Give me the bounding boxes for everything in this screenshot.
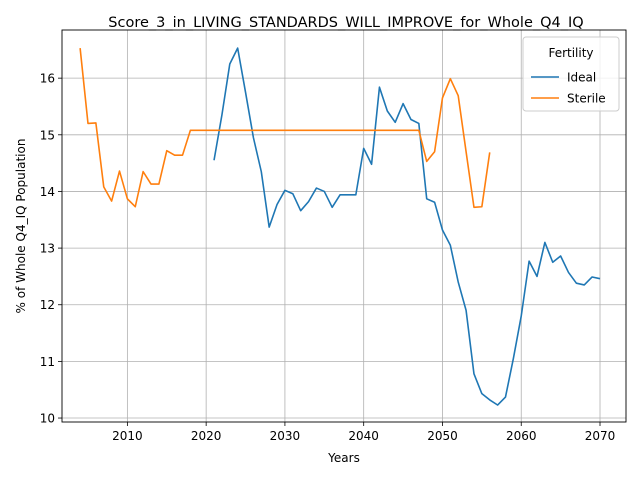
series-lines <box>79 47 601 406</box>
series-line-sterile <box>79 48 491 209</box>
y-tick-label: 16 <box>40 72 55 86</box>
legend-label-ideal: Ideal <box>567 71 596 85</box>
legend-label-sterile: Sterile <box>567 92 606 106</box>
x-tick-label: 2040 <box>348 429 379 443</box>
x-tick-label: 2050 <box>427 429 458 443</box>
x-tick-label: 2020 <box>191 429 222 443</box>
y-tick-label: 11 <box>40 355 55 369</box>
y-tick-label: 10 <box>40 412 55 426</box>
x-axis-label: Years <box>327 451 360 465</box>
series-line-ideal <box>213 47 601 406</box>
x-tick-label: 2070 <box>585 429 616 443</box>
x-tick-label: 2060 <box>506 429 537 443</box>
chart-title: Score_3_in_LIVING_STANDARDS_WILL_IMPROVE… <box>108 15 583 31</box>
y-axis-ticks: 10 11 12 13 14 15 16 <box>40 72 62 426</box>
y-axis-label: % of Whole Q4_IQ Population <box>14 139 28 314</box>
y-tick-label: 12 <box>40 298 55 312</box>
y-tick-label: 14 <box>40 185 55 199</box>
legend: Fertility Ideal Sterile <box>522 36 620 112</box>
x-tick-label: 2010 <box>112 429 143 443</box>
legend-title: Fertility <box>548 46 593 60</box>
y-tick-label: 15 <box>40 128 55 142</box>
y-tick-label: 13 <box>40 242 55 256</box>
x-tick-label: 2030 <box>270 429 301 443</box>
plot-frame <box>61 29 627 423</box>
x-axis-ticks: 2010 2020 2030 2040 2050 2060 2070 <box>112 422 615 443</box>
legend-box <box>522 36 620 112</box>
